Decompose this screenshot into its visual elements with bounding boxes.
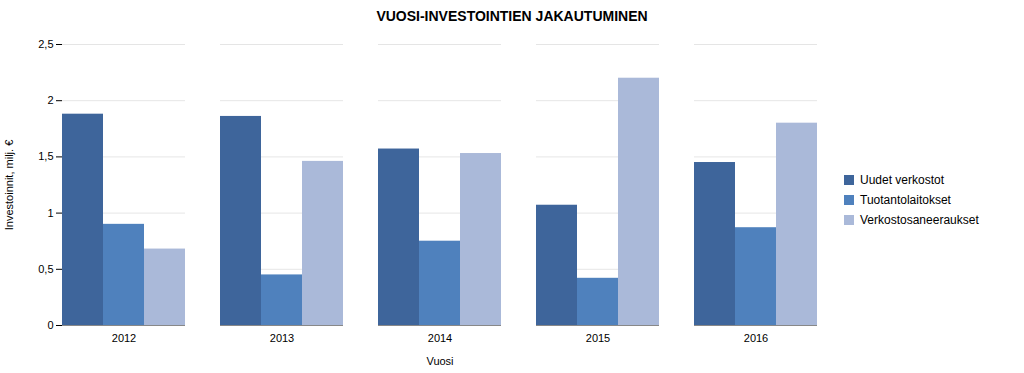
svg-text:1,5: 1,5 <box>38 150 53 162</box>
svg-text:2016: 2016 <box>744 332 768 344</box>
html-text:Verkostosaneeraukset: Verkostosaneeraukset <box>860 212 979 227</box>
svg-text:2014: 2014 <box>428 332 452 344</box>
svg-text:0,5: 0,5 <box>38 263 53 275</box>
html-text:Uudet verkostot: Uudet verkostot <box>860 172 944 187</box>
svg-text:2012: 2012 <box>112 332 136 344</box>
svg-text:2015: 2015 <box>586 332 610 344</box>
html-text:Tuotantolaitokset: Tuotantolaitokset <box>860 192 951 207</box>
html-text:VUOSI-INVESTOINTIEN JAKAUTUMIN: VUOSI-INVESTOINTIEN JAKAUTUMINEN <box>376 8 648 24</box>
svg-text:0: 0 <box>47 319 53 331</box>
svg-text:Vuosi: Vuosi <box>426 355 453 367</box>
svg-text:2: 2 <box>47 94 53 106</box>
svg-text:2013: 2013 <box>270 332 294 344</box>
svg-text:Investoinnit, milj. €: Investoinnit, milj. € <box>3 140 15 230</box>
svg-text:1: 1 <box>47 207 53 219</box>
svg-text:2,5: 2,5 <box>38 38 53 50</box>
